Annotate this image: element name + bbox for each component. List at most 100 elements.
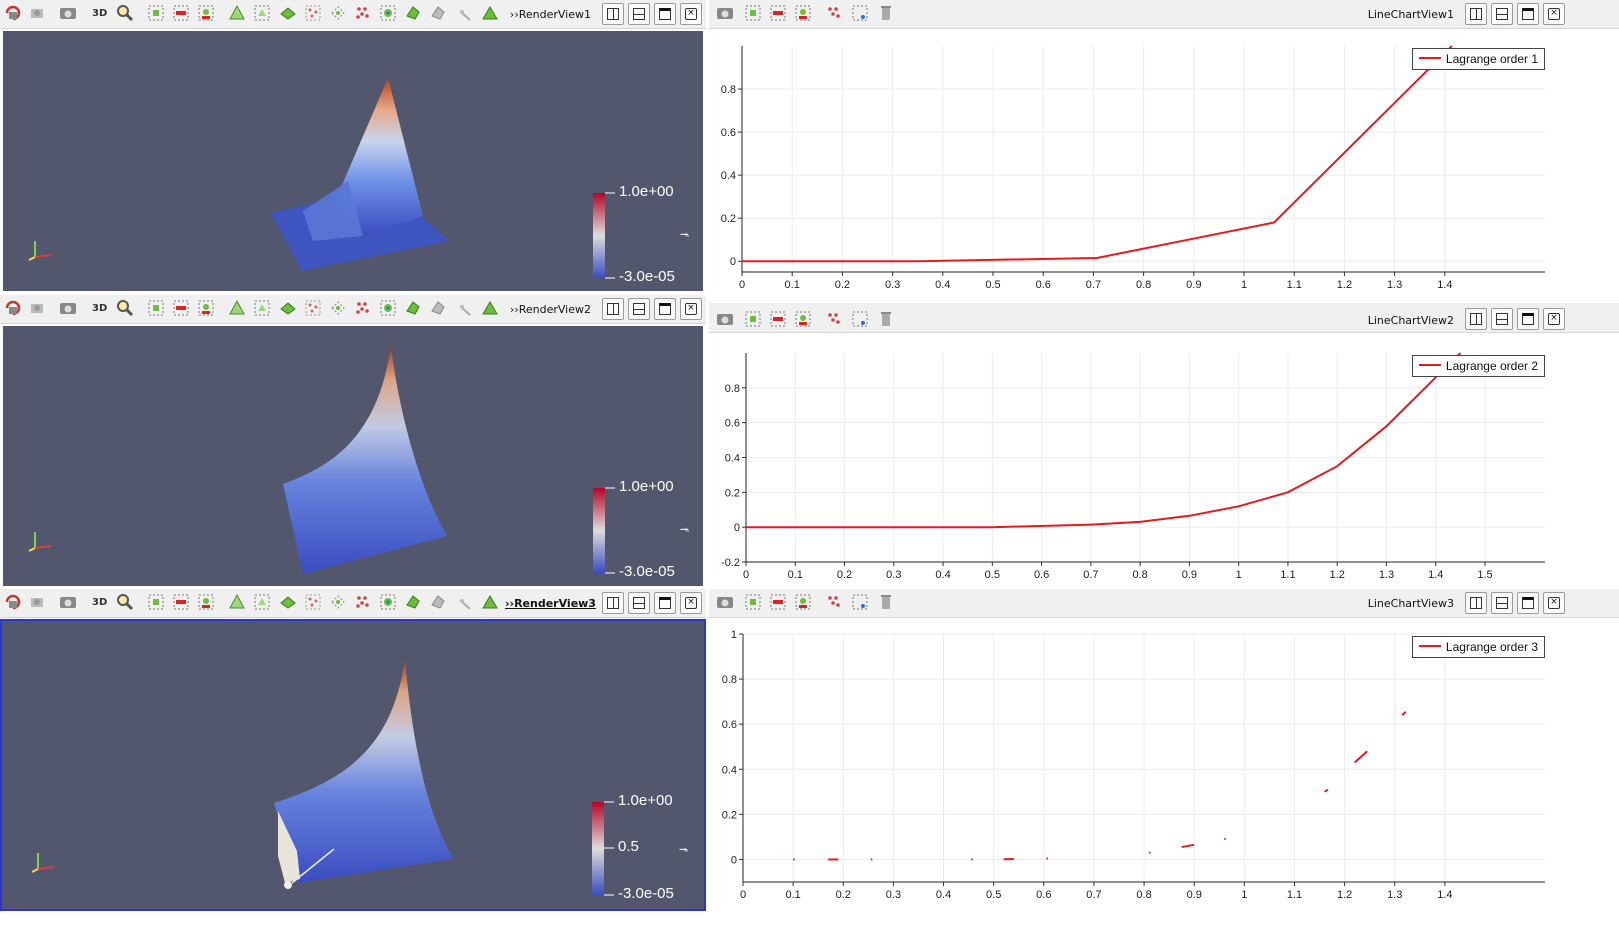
select-points-frustum-icon[interactable]: [228, 4, 246, 22]
interactive-select-cells-icon[interactable]: [304, 299, 322, 317]
interactive-select-cells-icon[interactable]: [304, 4, 322, 22]
select-points-polygon-icon[interactable]: [279, 593, 297, 611]
grow-selection-icon[interactable]: [404, 4, 422, 22]
select-cells-frustum-icon[interactable]: [197, 299, 215, 317]
split-vertical-button[interactable]: [1491, 308, 1513, 330]
screenshot-icon[interactable]: [716, 4, 734, 22]
select-points-frustum-icon[interactable]: [228, 593, 246, 611]
screenshot-icon[interactable]: [59, 299, 77, 317]
split-horizontal-button[interactable]: [602, 592, 624, 614]
hover-points-icon[interactable]: [354, 4, 372, 22]
close-view-button[interactable]: ×: [680, 298, 702, 320]
select-points-on-icon[interactable]: [172, 299, 190, 317]
maximize-button[interactable]: [654, 298, 676, 320]
hover-cells-icon[interactable]: [379, 593, 397, 611]
screenshot-icon[interactable]: [716, 310, 734, 328]
select-cells-on-icon[interactable]: [147, 593, 165, 611]
render-view-2-title[interactable]: ››RenderView2: [509, 303, 591, 316]
line-chart-view-1[interactable]: 0 0.1 0.2 0.3 0.4 0.5 0.6 0.7 0.8 0.9 1 1.1 1.2 1.3 1.…: [709, 30, 1619, 298]
select-in-polygon-icon[interactable]: [794, 310, 812, 328]
split-horizontal-button[interactable]: [602, 3, 624, 25]
select-cells-on-icon[interactable]: [147, 299, 165, 317]
interactive-select-cells-icon[interactable]: [304, 593, 322, 611]
select-in-polygon-icon[interactable]: [794, 593, 812, 611]
split-horizontal-button[interactable]: [1465, 592, 1487, 614]
interactive-select-points-icon[interactable]: [329, 4, 347, 22]
select-box-icon[interactable]: [851, 4, 869, 22]
select-block-icon[interactable]: [481, 593, 499, 611]
reset-camera-closest-icon[interactable]: [28, 299, 46, 317]
shrink-selection-icon[interactable]: [429, 593, 447, 611]
clear-selection-icon[interactable]: [457, 299, 475, 317]
split-vertical-button[interactable]: [1491, 592, 1513, 614]
split-horizontal-button[interactable]: [1465, 3, 1487, 25]
close-view-button[interactable]: ×: [1543, 308, 1565, 330]
line-chart-view-2-title[interactable]: LineChartView2: [1367, 314, 1454, 327]
3d-toggle-button[interactable]: 3D: [92, 8, 108, 19]
split-vertical-button[interactable]: [1491, 3, 1513, 25]
split-horizontal-button[interactable]: [1465, 308, 1487, 330]
render-view-2[interactable]: 1.0e+00 -3.0e-05 f: [3, 326, 703, 586]
deselect-icon[interactable]: [769, 310, 787, 328]
screenshot-icon[interactable]: [59, 593, 77, 611]
clear-selection-icon[interactable]: [877, 4, 895, 22]
close-view-button[interactable]: ×: [680, 592, 702, 614]
render-view-3[interactable]: 1.0e+00 0.5 -3.0e-05 f: [0, 619, 706, 911]
select-cells-on-icon[interactable]: [147, 4, 165, 22]
hover-points-icon[interactable]: [354, 593, 372, 611]
close-view-button[interactable]: ×: [680, 3, 702, 25]
clear-selection-icon[interactable]: [457, 593, 475, 611]
reset-camera-icon[interactable]: [4, 299, 22, 317]
reset-camera-icon[interactable]: [4, 593, 22, 611]
grow-selection-icon[interactable]: [404, 299, 422, 317]
reset-camera-closest-icon[interactable]: [28, 4, 46, 22]
line-chart-view-2[interactable]: 0 0.1 0.2 0.3 0.4 0.5 0.6 0.7 0.8 0.9 1 1.1 1.2 1.3 1.…: [709, 333, 1619, 585]
select-cells-polygon-icon[interactable]: [253, 4, 271, 22]
select-block-icon[interactable]: [481, 4, 499, 22]
split-vertical-button[interactable]: [628, 298, 650, 320]
maximize-button[interactable]: [1517, 3, 1539, 25]
reset-camera-icon[interactable]: [4, 4, 22, 22]
select-points-icon[interactable]: [744, 310, 762, 328]
select-points-on-icon[interactable]: [172, 593, 190, 611]
maximize-button[interactable]: [654, 3, 676, 25]
select-cells-frustum-icon[interactable]: [197, 4, 215, 22]
select-points-frustum-icon[interactable]: [228, 299, 246, 317]
maximize-button[interactable]: [654, 592, 676, 614]
zoom-to-box-icon[interactable]: [116, 4, 134, 22]
hover-points-icon[interactable]: [354, 299, 372, 317]
interactive-select-points-icon[interactable]: [329, 593, 347, 611]
shrink-selection-icon[interactable]: [429, 299, 447, 317]
hover-cells-icon[interactable]: [379, 299, 397, 317]
maximize-button[interactable]: [1517, 592, 1539, 614]
clear-selection-icon[interactable]: [877, 310, 895, 328]
select-points-polygon-icon[interactable]: [279, 4, 297, 22]
select-block-icon[interactable]: [481, 299, 499, 317]
close-view-button[interactable]: ×: [1543, 592, 1565, 614]
interactive-select-icon[interactable]: [825, 310, 843, 328]
line-chart-view-1-title[interactable]: LineChartView1: [1367, 8, 1454, 21]
zoom-to-box-icon[interactable]: [116, 299, 134, 317]
split-vertical-button[interactable]: [628, 592, 650, 614]
hover-cells-icon[interactable]: [379, 4, 397, 22]
screenshot-icon[interactable]: [716, 593, 734, 611]
select-points-on-icon[interactable]: [172, 4, 190, 22]
grow-selection-icon[interactable]: [404, 593, 422, 611]
3d-toggle-button[interactable]: 3D: [92, 303, 108, 314]
select-box-icon[interactable]: [851, 593, 869, 611]
line-chart-view-3-title[interactable]: LineChartView3: [1367, 597, 1454, 610]
select-points-icon[interactable]: [744, 4, 762, 22]
select-in-polygon-icon[interactable]: [794, 4, 812, 22]
deselect-icon[interactable]: [769, 593, 787, 611]
line-chart-view-3[interactable]: 0 0.1 0.2 0.3 0.4 0.5 0.6 0.7 0.8 0.9 1 1.1 1.2 1.3 1.…: [709, 619, 1619, 911]
clear-selection-icon[interactable]: [877, 593, 895, 611]
select-box-icon[interactable]: [851, 310, 869, 328]
render-view-1-title[interactable]: ››RenderView1: [509, 8, 591, 21]
select-cells-polygon-icon[interactable]: [253, 593, 271, 611]
select-points-icon[interactable]: [744, 593, 762, 611]
maximize-button[interactable]: [1517, 308, 1539, 330]
interactive-select-icon[interactable]: [825, 593, 843, 611]
render-view-1[interactable]: 1.0e+00 -3.0e-05 f: [3, 31, 703, 291]
deselect-icon[interactable]: [769, 4, 787, 22]
split-vertical-button[interactable]: [628, 3, 650, 25]
